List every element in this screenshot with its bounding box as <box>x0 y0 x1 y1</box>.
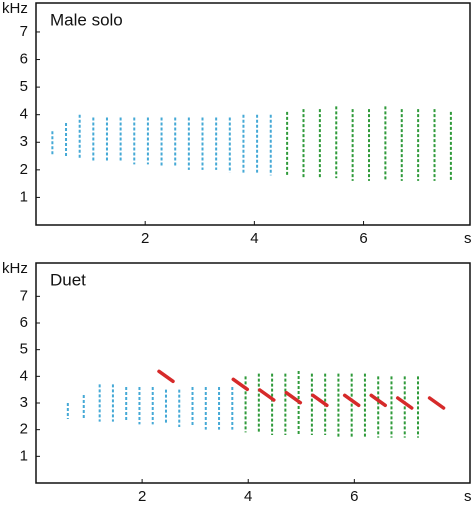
x-tick-label: 2 <box>141 230 149 247</box>
plot-frame <box>35 262 471 484</box>
plot-frame <box>35 2 471 226</box>
y-axis-label: kHz <box>2 260 28 277</box>
note-slash <box>395 396 414 410</box>
x-tick-label: 2 <box>138 488 146 505</box>
x-tick-label: 4 <box>244 488 252 505</box>
x-axis-label: s <box>464 488 472 505</box>
note-slash <box>157 369 175 384</box>
panel-title: Male solo <box>50 10 123 29</box>
y-tick-label: 7 <box>20 287 28 304</box>
x-axis-label: s <box>464 230 472 247</box>
x-tick-label: 6 <box>350 488 358 505</box>
y-tick-label: 7 <box>20 23 28 40</box>
note-slash <box>284 390 303 405</box>
y-tick-label: 4 <box>20 367 28 384</box>
note-slash <box>427 396 446 410</box>
note-slash <box>258 388 276 402</box>
y-tick-label: 6 <box>20 314 28 331</box>
y-tick-label: 4 <box>20 106 28 123</box>
panel-title: Duet <box>50 270 86 289</box>
note-slash <box>311 393 329 408</box>
y-tick-label: 3 <box>20 133 28 150</box>
y-tick-label: 5 <box>20 341 28 358</box>
y-tick-label: 2 <box>20 421 28 438</box>
y-tick-label: 6 <box>20 51 28 68</box>
y-tick-label: 1 <box>20 188 28 205</box>
note-slash <box>369 393 387 408</box>
x-tick-label: 4 <box>250 230 258 247</box>
y-tick-label: 2 <box>20 161 28 178</box>
y-axis-label: kHz <box>2 0 28 17</box>
x-tick-label: 6 <box>359 230 367 247</box>
y-tick-label: 1 <box>20 447 28 464</box>
y-tick-label: 5 <box>20 78 28 95</box>
note-slash <box>342 393 361 408</box>
y-tick-label: 3 <box>20 394 28 411</box>
note-slash <box>231 377 250 392</box>
